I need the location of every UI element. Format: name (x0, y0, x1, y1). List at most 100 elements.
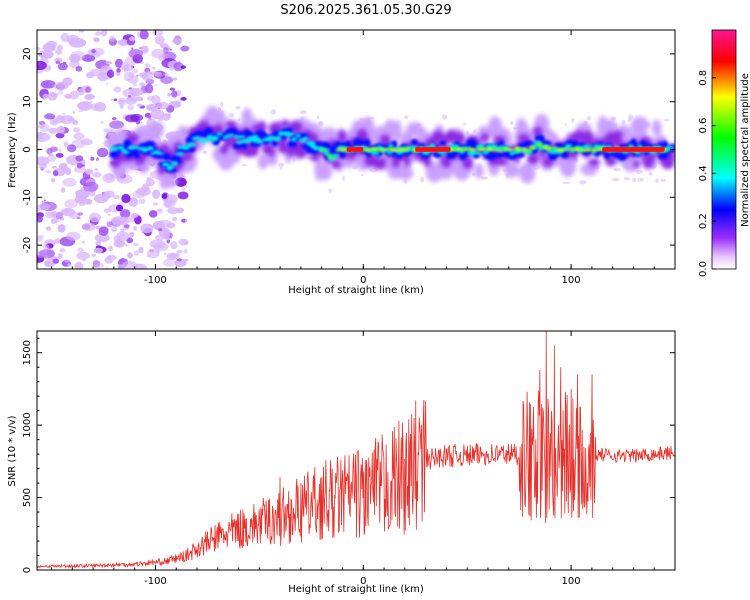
spectrogram-blob (117, 145, 124, 150)
spectrogram-noise-blob (43, 199, 46, 202)
spectrogram-noise-blob (54, 238, 61, 244)
spectrogram-noise-blob (158, 208, 162, 211)
figure-title: S206.2025.361.05.30.G29 (280, 3, 451, 18)
spectrogram-blob (582, 144, 591, 149)
spectrogram-blob (514, 152, 526, 158)
spectrogram-blob (146, 146, 154, 151)
spectrogram-blob (651, 119, 662, 136)
spectrogram-blob (176, 125, 189, 147)
spectrogram-noise-blob (128, 87, 144, 97)
spectrogram-noise-blob (60, 187, 66, 193)
spectrogram-noise-blob (139, 82, 146, 87)
spectrogram-noise-blob (62, 177, 77, 187)
spectrogram-blob (149, 120, 164, 139)
spectrogram-noise-blob (37, 131, 44, 140)
spectrogram-noise-blob (151, 48, 165, 59)
spectrogram-blob (474, 151, 482, 155)
spectrogram-blob (262, 142, 270, 155)
snr-y-label: SNR (10 * v/v) (7, 415, 18, 486)
spectrogram-blob (312, 145, 320, 151)
spectrogram-noise-blob (94, 233, 110, 243)
spectrogram-blob (565, 143, 573, 148)
spectrogram-noise-blob (183, 248, 188, 254)
spectrogram-faint-blob (220, 101, 224, 107)
spectrogram-noise-blob (37, 149, 40, 154)
spectrogram-noise-blob (176, 249, 183, 254)
spectrogram-y-label: Frequency (Hz) (7, 112, 18, 188)
spectrogram-noise-blob (77, 247, 84, 253)
spectrogram-blob (167, 165, 174, 169)
spectrogram-blob (657, 152, 669, 160)
spectrogram-blob (181, 145, 190, 150)
spectrogram-noise-blob (57, 90, 64, 95)
spectrogram-noise-blob (132, 82, 137, 87)
spectrogram-noise-blob (128, 197, 139, 207)
spectrogram-blob (338, 151, 346, 159)
spectrogram-faint-blob (463, 122, 466, 126)
snr-panel: -100 0 100 0 500 1000 1500 Height of straight… (7, 330, 676, 595)
spectrogram-noise-blob (95, 31, 102, 36)
spectrogram-noise-blob (69, 38, 87, 48)
spectrogram-blob (278, 130, 284, 136)
spectrogram-noise-blob (144, 112, 152, 118)
spectrogram-noise-blob (174, 258, 187, 268)
spectrogram-noise-blob (51, 165, 57, 169)
spectrogram-noise-blob (113, 239, 126, 248)
spectrogram-x-ticks: -100 0 100 (51, 30, 676, 286)
spectrogram-y-tick-label: -20 (22, 237, 33, 253)
spectrogram-noise-blob (152, 202, 159, 206)
spectrogram-blob (390, 149, 400, 152)
spectrogram-noise-blob (84, 95, 93, 101)
spectrogram-noise-blob (123, 71, 134, 82)
spectrogram-noise-blob (73, 132, 85, 141)
spectrogram-blob (559, 154, 577, 178)
spectrogram-noise-blob (45, 170, 52, 174)
spectrogram-blob (633, 159, 640, 168)
spectrogram-noise-blob (96, 157, 99, 160)
spectrogram-noise-blob (98, 226, 109, 236)
spectrogram-x-label: Height of straight line (km) (288, 285, 424, 296)
spectrogram-noise-blob (144, 63, 151, 69)
spectrogram-noise-blob (46, 154, 57, 163)
spectrogram-blob (287, 132, 295, 136)
spectrogram-noise-blob (152, 220, 165, 231)
spectrogram-noise-blob (100, 30, 108, 37)
spectrogram-blob (271, 140, 279, 147)
spectrogram-noise-blob (180, 97, 187, 101)
colorbar-label: Normalized spectral amplitude (740, 73, 750, 227)
spectrogram-faint-blob (403, 179, 408, 184)
spectrogram-blob (474, 163, 484, 179)
spectrogram-noise-blob (119, 216, 129, 225)
spectrogram-noise-blob (76, 162, 83, 169)
spectrogram-noise-blob (160, 76, 174, 84)
spectrogram-blob (225, 120, 237, 128)
spectrogram-faint-blob (510, 120, 514, 125)
spectrogram-x-tick-label: 0 (360, 275, 366, 286)
spectrogram-noise-blob (73, 127, 81, 133)
spectrogram-blob (485, 147, 493, 151)
spectrogram-noise-blob (169, 48, 172, 51)
spectrogram-blob (193, 135, 201, 140)
spectrogram-noise-blob (51, 92, 59, 98)
spectrogram-noise-blob (50, 211, 58, 217)
spectrogram-noise-blob (172, 77, 178, 81)
spectrogram-noise-blob (94, 102, 107, 112)
spectrogram-noise-blob (108, 245, 113, 252)
spectrogram-blob (542, 140, 552, 146)
spectrogram-blob (444, 129, 458, 143)
spectrogram-faint-blob (235, 105, 241, 110)
spectrogram-peak-segment (346, 147, 364, 152)
spectrogram-blob (630, 116, 649, 136)
spectrogram-noise-blob (84, 198, 93, 205)
spectrogram-noise-blob (106, 221, 113, 228)
spectrogram-y-tick-label: -10 (22, 189, 33, 205)
spectrogram-blob (225, 127, 238, 136)
spectrogram-blob (461, 149, 469, 151)
spectrogram-blob (162, 153, 171, 161)
spectrogram-blob (606, 118, 617, 136)
spectrogram-blob (403, 153, 411, 168)
spectrogram-noise-blob (94, 51, 101, 58)
spectrogram-noise-blob (55, 152, 64, 158)
spectrogram-blob (523, 140, 534, 146)
spectrogram-faint-blob (237, 118, 241, 122)
